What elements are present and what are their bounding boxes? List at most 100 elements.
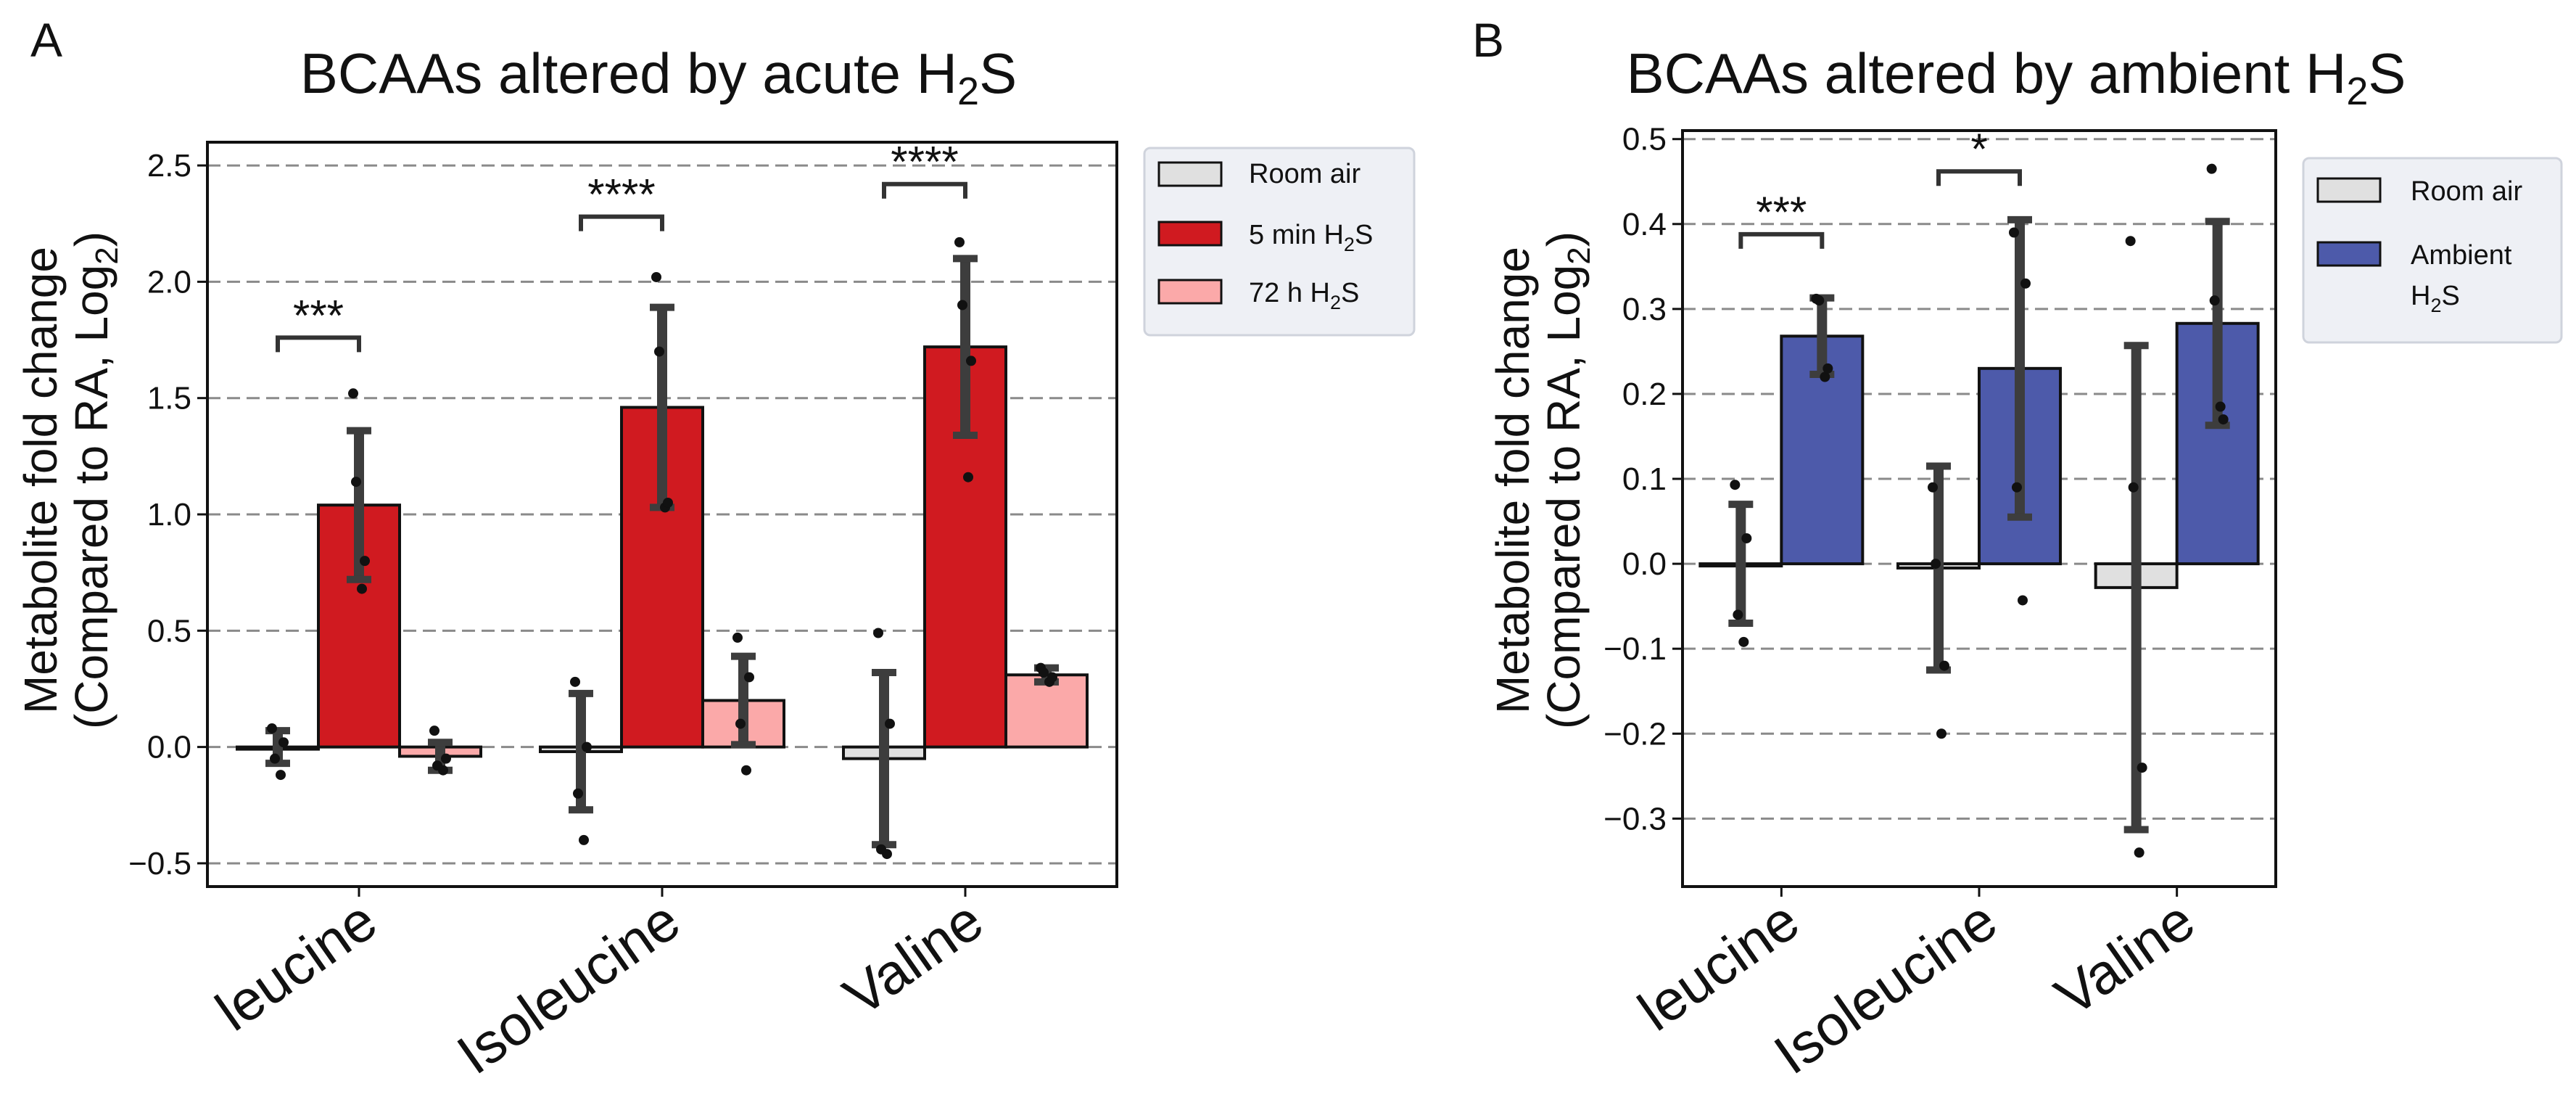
legend-swatch-ambient-b — [2316, 241, 2382, 267]
data-point-a — [735, 718, 746, 729]
data-point-a — [885, 718, 895, 729]
significance-label-a: **** — [587, 170, 655, 219]
y-axis-label-a-line1: Metabolite fold change — [15, 247, 67, 714]
data-point-b — [1730, 480, 1741, 490]
legend-label-ambient-b: Ambient — [2411, 240, 2512, 271]
data-point-a — [954, 237, 965, 247]
data-point-b — [2218, 414, 2229, 425]
plot-area-b: −0.3−0.2−0.10.00.10.20.30.40.5leucineIso… — [1603, 122, 2276, 1087]
data-point-a — [278, 737, 289, 748]
data-point-a — [579, 834, 589, 845]
data-point-a — [732, 632, 743, 643]
legend-label-ambient-b-line2: H2S — [2411, 281, 2460, 316]
legend-box-b — [2302, 157, 2563, 344]
y-tick-label-b: 0.2 — [1622, 377, 1667, 412]
y-tick-label-b: 0.1 — [1622, 461, 1667, 497]
data-point-a — [741, 765, 751, 776]
data-point-b — [1814, 295, 1825, 306]
data-point-b — [1928, 482, 1938, 493]
y-tick-label-b: 0.4 — [1622, 207, 1667, 242]
legend-label-72h-a: 72 h H2S — [1249, 278, 1359, 313]
panel-letter-a: A — [30, 13, 62, 67]
y-axis-label-b-line2: (Compared to RA, Log2) — [1537, 231, 1597, 729]
data-point-b — [1733, 609, 1743, 620]
y-tick-label-a: 2.5 — [147, 148, 191, 184]
y-tick-label-a: −0.5 — [128, 846, 191, 881]
data-point-a — [651, 271, 661, 282]
data-point-b — [2206, 163, 2217, 174]
data-point-a — [357, 583, 367, 594]
data-point-b — [1931, 559, 1941, 570]
x-tick-label-a: Valine — [832, 888, 994, 1028]
data-point-a — [573, 788, 583, 799]
significance-label-a: **** — [891, 138, 958, 186]
x-tick-label-b: Valine — [2044, 888, 2205, 1028]
data-point-a — [966, 355, 976, 366]
data-point-b — [2209, 295, 2220, 306]
legend-a: Room air 5 min H2S 72 h H2S — [1143, 147, 1416, 337]
data-point-a — [876, 844, 886, 855]
data-point-a — [744, 672, 754, 683]
y-axis-label-b-line1: Metabolite fold change — [1487, 247, 1539, 714]
data-point-b — [1741, 533, 1752, 543]
data-point-a — [429, 726, 439, 736]
data-point-a — [360, 556, 370, 567]
x-tick-label-a: Isoleucine — [446, 888, 691, 1087]
data-point-a — [582, 741, 592, 752]
y-tick-label-b: 0.5 — [1622, 122, 1667, 157]
legend-label-room-air-a: Room air — [1249, 159, 1361, 189]
axes-frame-b — [1681, 129, 2277, 888]
significance-label-b: *** — [1756, 188, 1807, 237]
legend-label-room-air-b: Room air — [2411, 176, 2522, 207]
data-point-a — [432, 760, 442, 771]
legend-b: Room air Ambient H2S — [2302, 157, 2563, 344]
data-point-a — [654, 346, 664, 357]
y-tick-label-a: 0.0 — [147, 730, 191, 765]
y-tick-label-b: −0.1 — [1603, 631, 1667, 667]
data-point-a — [1039, 667, 1049, 678]
data-point-b — [2009, 227, 2019, 238]
significance-label-b: * — [1970, 125, 1987, 173]
data-point-a — [570, 676, 580, 687]
data-point-a — [663, 497, 673, 508]
y-tick-label-a: 0.5 — [147, 613, 191, 649]
legend-swatch-5min-a — [1157, 221, 1223, 247]
data-point-a — [957, 300, 967, 311]
data-point-b — [1820, 371, 1830, 382]
y-tick-label-a: 1.5 — [147, 381, 191, 416]
y-tick-label-b: 0.3 — [1622, 292, 1667, 327]
y-tick-label-a: 1.0 — [147, 497, 191, 533]
data-point-b — [2018, 595, 2028, 606]
significance-bracket-a — [276, 335, 361, 353]
chart-title-b: BCAAs altered by ambient H2S — [1627, 41, 2406, 113]
y-tick-label-a: 2.0 — [147, 264, 191, 300]
data-point-a — [270, 753, 280, 764]
data-point-b — [2128, 482, 2139, 493]
legend-swatch-72h-a — [1157, 279, 1223, 305]
bar-a — [1004, 673, 1089, 749]
chart-title-a: BCAAs altered by acute H2S — [300, 41, 1017, 113]
data-point-b — [1738, 636, 1749, 647]
data-point-a — [276, 770, 286, 781]
panel-b: B BCAAs altered by ambient H2S Metabolit… — [1472, 13, 2563, 1087]
data-point-a — [963, 472, 973, 482]
significance-bracket-a — [882, 181, 967, 199]
data-point-b — [1822, 363, 1833, 374]
data-point-b — [1936, 728, 1947, 739]
legend-label-5min-a: 5 min H2S — [1249, 220, 1373, 255]
significance-bracket-a — [579, 214, 664, 231]
data-point-b — [2134, 847, 2144, 858]
data-point-a — [1047, 672, 1057, 683]
data-point-a — [267, 723, 277, 733]
x-tick-label-b: Isoleucine — [1763, 888, 2008, 1087]
data-point-a — [873, 628, 883, 638]
y-tick-label-b: −0.3 — [1603, 801, 1667, 837]
significance-bracket-b — [1738, 231, 1825, 249]
data-point-b — [2020, 278, 2031, 289]
data-point-a — [441, 753, 451, 764]
plot-area-a: −0.5 0.0 0.5 1.0 1.5 2.0 2.5 leucine Isoleucine V… — [128, 138, 1117, 1087]
y-tick-label-b: 0.0 — [1622, 546, 1667, 582]
x-tick-label-a: leucine — [205, 888, 388, 1043]
axes-frame-a — [206, 141, 1118, 888]
data-point-b — [2125, 236, 2136, 247]
